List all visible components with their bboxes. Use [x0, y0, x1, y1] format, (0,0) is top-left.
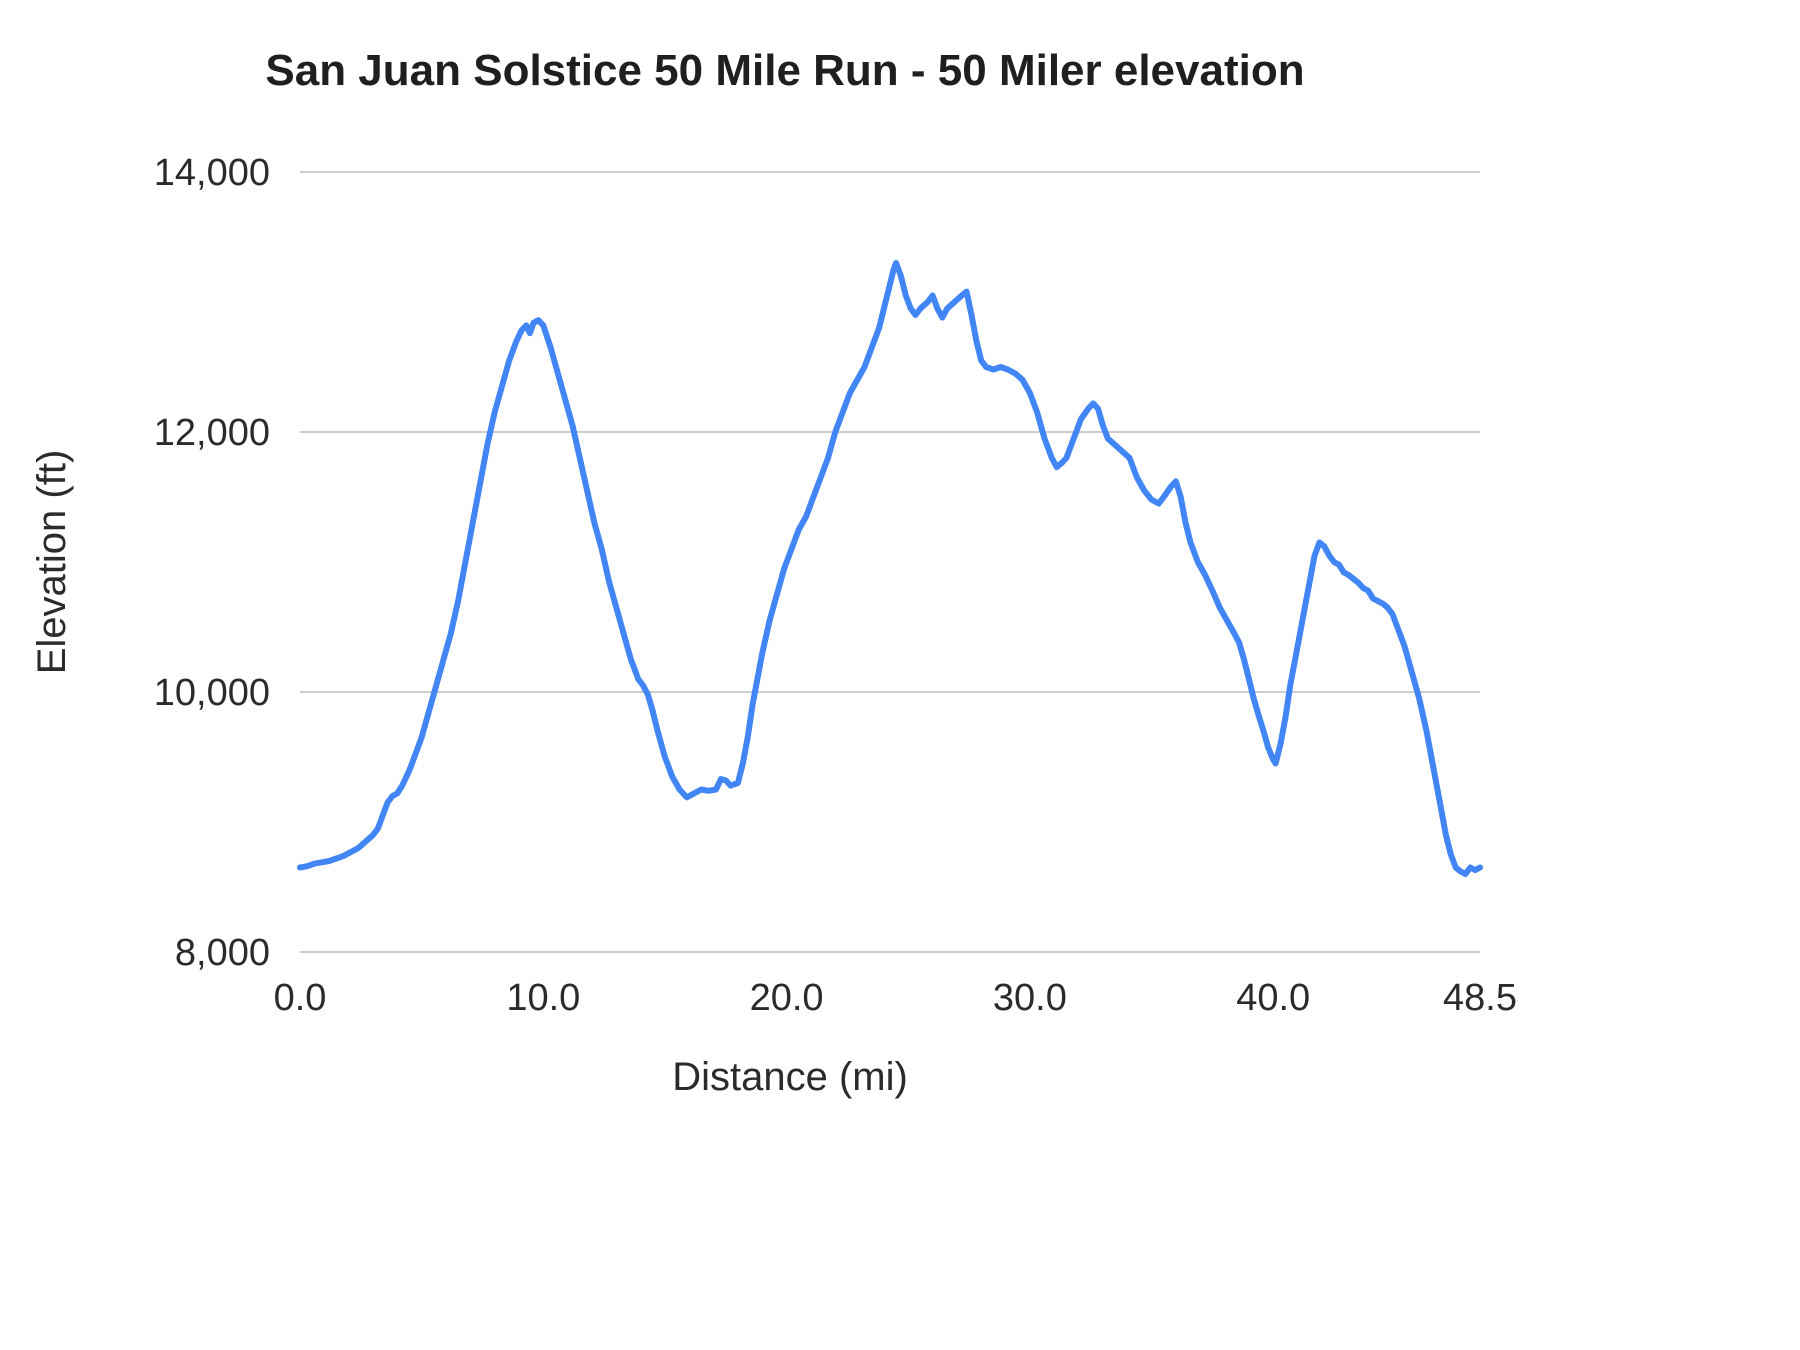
gridlines — [300, 171, 1480, 953]
x-tick-label: 10.0 — [506, 977, 580, 1019]
y-tick-label: 10,000 — [154, 672, 270, 714]
x-tick-label: 48.5 — [1443, 977, 1517, 1019]
x-axis-title: Distance (mi) — [672, 1055, 908, 1099]
chart-title: San Juan Solstice 50 Mile Run - 50 Miler… — [265, 46, 1304, 95]
x-tick-label: 0.0 — [274, 977, 327, 1019]
chart-canvas: San Juan Solstice 50 Mile Run - 50 Miler… — [30, 46, 1517, 1099]
x-tick-label: 30.0 — [993, 977, 1067, 1019]
elevation-line — [297, 260, 1483, 877]
y-axis-title: Elevation (ft) — [30, 450, 74, 675]
y-tick-labels: 8,000 10,000 12,000 14,000 — [154, 152, 270, 974]
elevation-chart: San Juan Solstice 50 Mile Run - 50 Miler… — [30, 46, 1517, 1099]
y-tick-label: 12,000 — [154, 412, 270, 454]
y-tick-label: 8,000 — [175, 932, 270, 974]
x-tick-labels: 0.0 10.0 20.0 30.0 40.0 48.5 — [274, 977, 1517, 1019]
x-tick-label: 20.0 — [750, 977, 824, 1019]
x-tick-label: 40.0 — [1236, 977, 1310, 1019]
y-tick-label: 14,000 — [154, 152, 270, 194]
